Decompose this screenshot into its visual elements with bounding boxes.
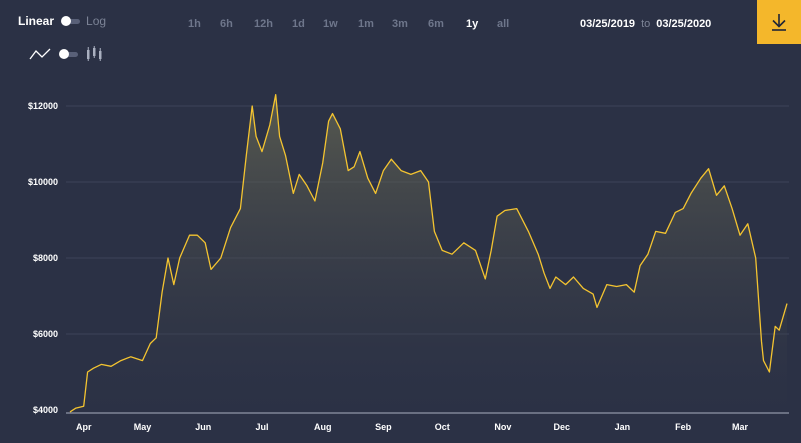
x-tick-label: Sep [375,422,392,432]
scale-switch[interactable] [61,15,81,26]
scale-switch-knob[interactable] [61,15,72,26]
range-all[interactable]: all [497,18,510,30]
download-icon [772,14,786,31]
chart-type-toggle[interactable] [28,44,104,64]
range-6m[interactable]: 6m [428,18,444,30]
scale-toggle[interactable]: Linear Log [18,14,106,28]
scale-log-label[interactable]: Log [86,14,107,28]
x-tick-label: Mar [732,422,749,432]
range-12h[interactable]: 12h [254,18,273,30]
x-tick-label: Dec [553,422,570,432]
candlestick-icon[interactable] [84,45,104,63]
range-1w[interactable]: 1w [323,18,338,30]
line-chart-icon[interactable] [28,46,52,62]
range-1h[interactable]: 1h [188,18,201,30]
x-tick-label: Jun [195,422,211,432]
x-tick-label: Feb [675,422,692,432]
date-from[interactable]: 03/25/2019 [580,18,636,30]
date-range-separator: to [641,18,651,30]
chart-type-switch-knob[interactable] [59,48,69,59]
range-1m[interactable]: 1m [358,18,374,30]
date-range: 03/25/2019 to 03/25/2020 [580,18,711,30]
y-axis: $4000 $6000 $8000 $10000 $12000 [28,101,58,415]
range-6h[interactable]: 6h [220,18,233,30]
y-tick-label: $12000 [28,101,58,111]
x-tick-label: May [134,422,152,432]
x-tick-label: Oct [435,422,450,432]
y-tick-label: $10000 [28,177,58,187]
range-1y[interactable]: 1y [466,18,479,30]
x-axis: Apr May Jun Jul Aug Sep Oct Nov Dec Jan Feb Mar [76,422,749,432]
price-area [70,94,787,413]
x-tick-label: Apr [76,422,92,432]
x-tick-label: Nov [494,422,511,432]
range-1d[interactable]: 1d [292,18,305,30]
x-tick-label: Jan [615,422,631,432]
range-3m[interactable]: 3m [392,18,408,30]
y-tick-label: $4000 [33,405,58,415]
y-tick-label: $8000 [33,253,58,263]
download-button[interactable] [757,0,801,44]
y-tick-label: $6000 [33,329,58,339]
x-tick-label: Aug [314,422,332,432]
chart-toolbar: Linear Log 1h 6h 12h 1d 1w 1m 3m 6m 1y all 03/25/… [0,0,801,44]
scale-linear-label[interactable]: Linear [18,14,55,28]
date-to[interactable]: 03/25/2020 [656,18,712,30]
chart-type-switch[interactable] [59,48,78,59]
price-line [69,93,788,413]
x-tick-label: Jul [255,422,268,432]
